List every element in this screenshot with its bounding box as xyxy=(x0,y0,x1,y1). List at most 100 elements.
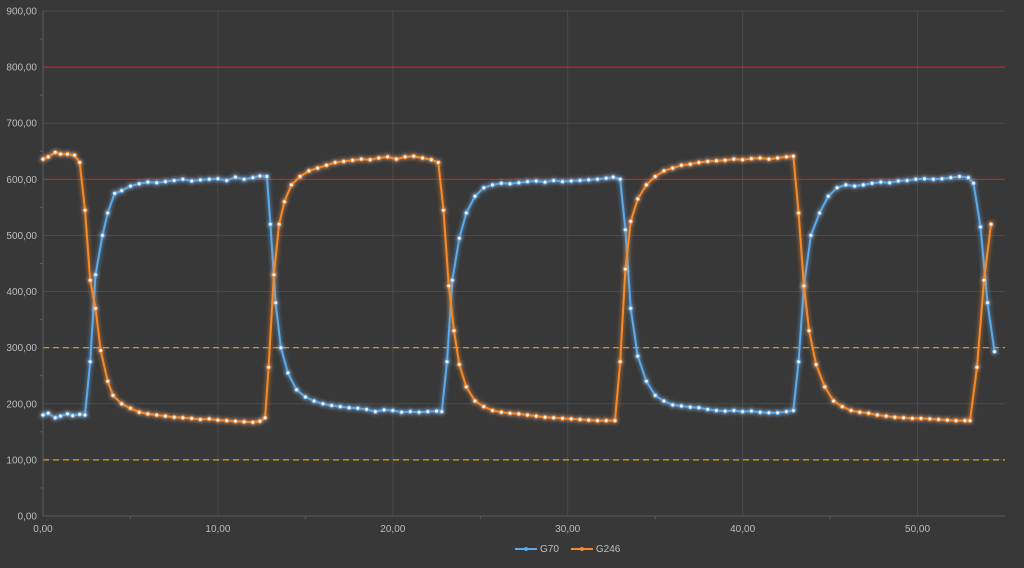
data-point-g70 xyxy=(145,179,151,185)
legend-swatch-marker-g70 xyxy=(524,547,528,551)
data-point-g70 xyxy=(971,181,976,186)
data-point-g70 xyxy=(45,410,51,416)
data-point-g246 xyxy=(936,417,941,422)
data-point-g70 xyxy=(463,210,469,216)
data-point-g246 xyxy=(276,221,282,227)
data-point-g246 xyxy=(136,409,142,415)
data-point-g70 xyxy=(87,359,93,365)
data-point-g70 xyxy=(922,176,927,182)
x-tick-label: 30,00 xyxy=(555,524,580,535)
data-point-g246 xyxy=(507,410,513,416)
data-point-g246 xyxy=(441,207,446,213)
y-tick-label: 300,00 xyxy=(6,343,37,354)
data-point-g70 xyxy=(278,345,284,351)
legend-item-g246[interactable]: G246 xyxy=(570,544,621,555)
data-point-g70 xyxy=(320,401,326,407)
data-point-g246 xyxy=(58,151,63,157)
data-point-g246 xyxy=(722,158,728,163)
data-point-g70 xyxy=(978,224,983,230)
data-point-g70 xyxy=(65,411,70,417)
data-point-g70 xyxy=(603,175,609,181)
data-point-g246 xyxy=(791,154,796,159)
data-point-g246 xyxy=(586,417,591,423)
data-point-g70 xyxy=(303,394,308,400)
legend-swatch-marker-g246 xyxy=(579,547,584,551)
data-point-g246 xyxy=(154,412,160,418)
data-point-g70 xyxy=(264,174,270,179)
data-point-g70 xyxy=(791,408,796,413)
y-tick-label: 500,00 xyxy=(6,231,37,242)
data-point-g70 xyxy=(644,378,649,384)
data-point-g70 xyxy=(224,178,230,183)
data-point-g246 xyxy=(775,155,780,161)
data-point-g70 xyxy=(817,210,822,216)
data-point-g70 xyxy=(215,176,221,182)
data-point-g70 xyxy=(329,403,334,408)
data-point-g246 xyxy=(350,158,355,163)
data-point-g246 xyxy=(128,405,133,411)
data-point-g246 xyxy=(866,410,871,416)
data-point-g246 xyxy=(451,328,457,334)
y-tick-label: 600,00 xyxy=(6,175,37,186)
data-point-g246 xyxy=(358,156,364,162)
legend-item-g70[interactable]: G70 xyxy=(515,544,559,555)
data-point-g246 xyxy=(446,283,452,289)
data-point-g246 xyxy=(198,417,203,422)
data-point-g246 xyxy=(105,378,110,384)
data-point-g246 xyxy=(289,182,294,188)
reference-lines xyxy=(43,66,1005,461)
data-point-g246 xyxy=(801,283,807,289)
data-point-g70 xyxy=(551,178,556,183)
data-point-g70 xyxy=(635,353,640,359)
legend[interactable]: G70 G246 xyxy=(515,544,621,555)
data-point-g246 xyxy=(40,156,46,162)
data-point-g70 xyxy=(456,236,462,241)
data-point-g246 xyxy=(250,419,256,425)
data-point-g246 xyxy=(435,160,441,165)
data-point-g70 xyxy=(434,408,439,414)
data-point-g70 xyxy=(498,181,504,186)
data-point-g246 xyxy=(927,416,933,422)
data-point-g246 xyxy=(163,413,168,419)
data-point-g70 xyxy=(939,176,945,182)
data-point-g246 xyxy=(189,416,195,421)
data-point-g70 xyxy=(687,404,693,410)
y-tick-label: 400,00 xyxy=(6,287,37,298)
data-point-g70 xyxy=(586,177,591,183)
data-point-g70 xyxy=(852,183,857,189)
data-point-g70 xyxy=(444,359,450,365)
data-point-g70 xyxy=(757,409,763,415)
series-g70 xyxy=(40,173,997,421)
data-point-g246 xyxy=(171,414,177,420)
axes: 0,00 100,00 200,00 300,00 400,00 500,00 600,00… xyxy=(6,7,1005,535)
data-point-g246 xyxy=(749,156,754,161)
data-point-g246 xyxy=(822,384,828,390)
data-point-g246 xyxy=(262,415,268,421)
data-point-g70 xyxy=(992,349,997,354)
data-point-g70 xyxy=(869,181,875,186)
data-point-g246 xyxy=(831,398,836,404)
data-point-g246 xyxy=(93,306,98,311)
data-point-g246 xyxy=(944,417,950,423)
data-point-g70 xyxy=(311,398,317,404)
data-point-g246 xyxy=(367,157,373,163)
data-point-g70 xyxy=(171,178,177,183)
data-point-g70 xyxy=(843,182,849,188)
data-point-g246 xyxy=(306,168,312,174)
data-point-g70 xyxy=(52,415,58,421)
data-point-g246 xyxy=(428,157,434,163)
data-point-g70 xyxy=(628,306,633,311)
data-point-g70 xyxy=(904,178,910,183)
data-point-g70 xyxy=(241,177,247,182)
data-point-g70 xyxy=(834,185,840,191)
data-point-g70 xyxy=(355,405,361,411)
data-point-g246 xyxy=(271,272,277,278)
x-tick-label: 40,00 xyxy=(730,524,755,535)
data-point-g70 xyxy=(180,177,186,182)
data-point-g246 xyxy=(714,158,719,164)
data-point-g246 xyxy=(918,416,924,421)
data-point-g70 xyxy=(119,188,124,193)
data-point-g246 xyxy=(498,409,504,415)
data-point-g246 xyxy=(72,152,77,158)
